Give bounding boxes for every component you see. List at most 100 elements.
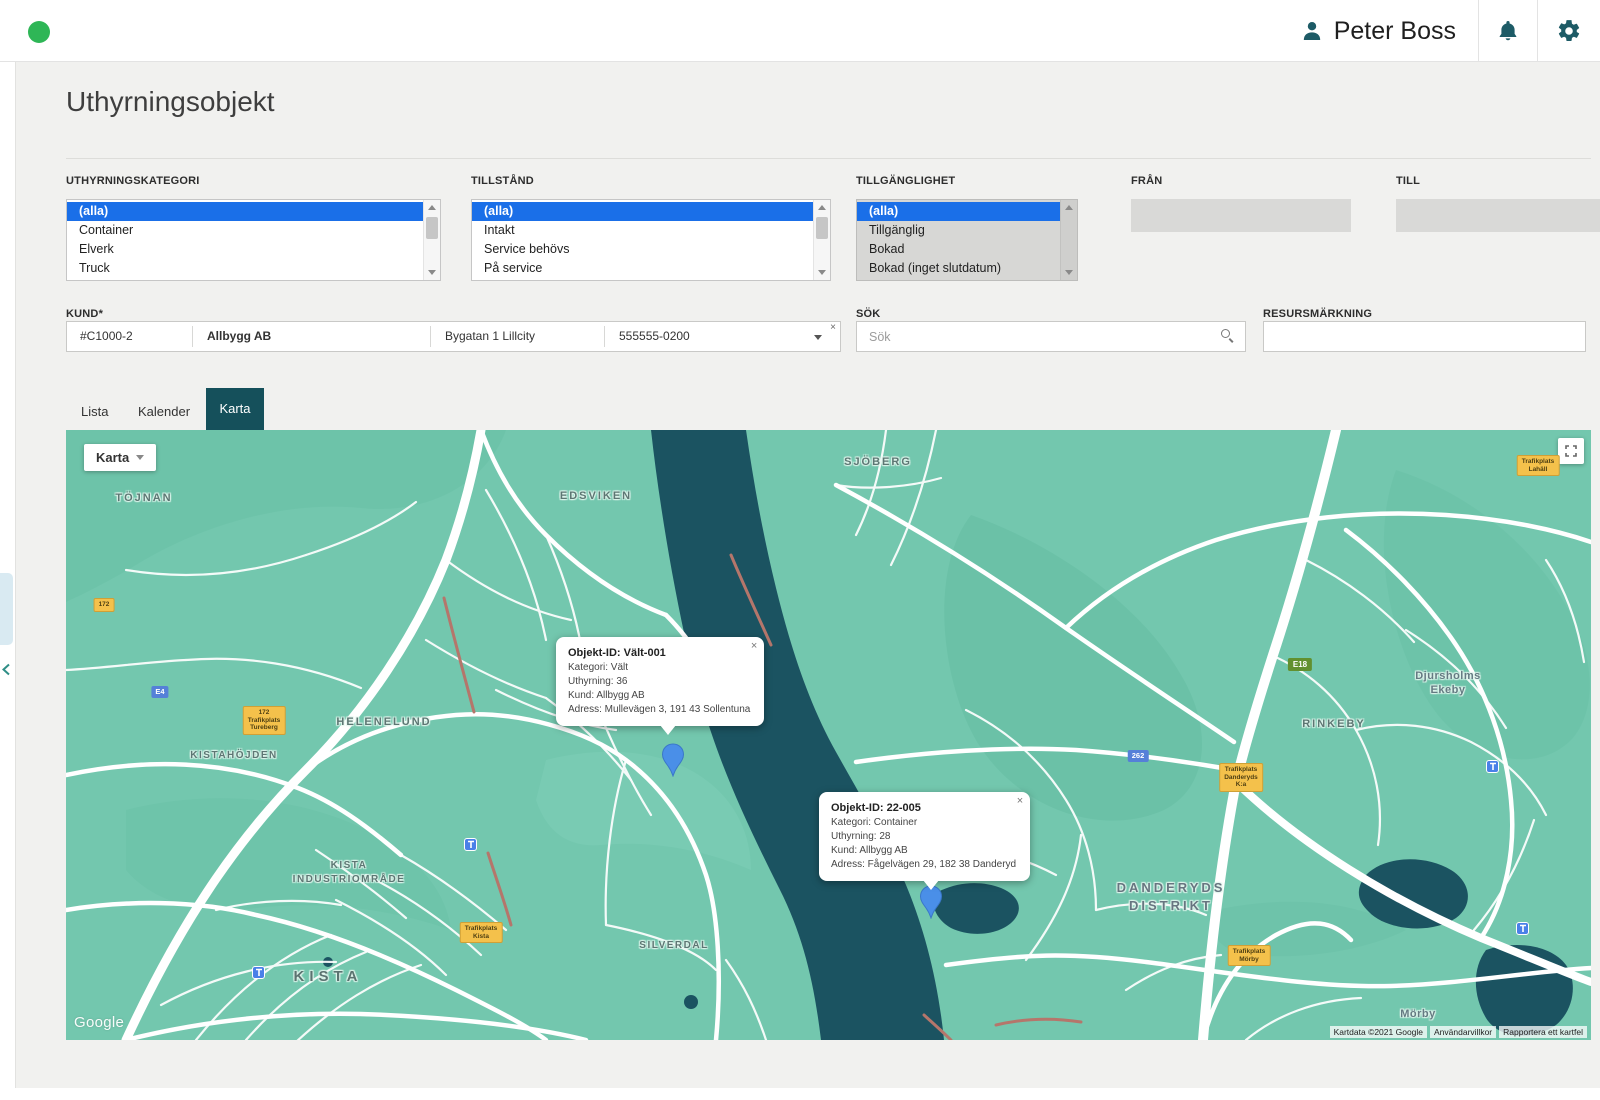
map-type-button[interactable]: Karta [84,444,157,471]
google-logo[interactable]: Google [74,1014,125,1031]
scroll-down-icon[interactable] [814,265,830,280]
search-label: SÖK [856,308,881,320]
scroll-up-icon[interactable] [424,200,440,215]
road-shield: 172 Trafikplats Tureberg [242,706,286,735]
option-intakt[interactable]: Intakt [484,223,515,237]
map-place-label: Mörby [1400,1008,1436,1020]
scroll-thumb[interactable] [816,217,828,239]
option-alla[interactable]: (alla) [472,202,813,221]
map-attribution: Kartdata ©2021 Google Användarvillkor Ra… [1329,1026,1587,1038]
main-panel: Uthyrningsobjekt UTHYRNINGSKATEGORI TILL… [15,62,1600,1088]
from-date-input[interactable] [1131,199,1351,232]
bell-icon [1499,21,1517,41]
category-listbox[interactable]: (alla) Container Elverk Truck [66,199,441,281]
road-shield: E18 [1287,658,1313,671]
gear-icon [1558,20,1580,41]
divider [430,326,431,347]
map-canvas[interactable]: Karta TÖJNAN EDSVIKEN SJÖBERG HELENELUND… [66,430,1591,1040]
chevron-down-icon[interactable] [814,335,822,340]
popup-title: Objekt-ID: Vält-001 [568,647,666,659]
option-truck[interactable]: Truck [79,261,110,275]
tab-karta[interactable]: Karta [206,388,264,430]
availability-listbox[interactable]: (alla) Tillgänglig Bokad Bokad (inget sl… [856,199,1078,281]
map-place-label: RINKEBY [1302,718,1366,730]
fullscreen-button[interactable] [1558,438,1584,464]
tab-lista[interactable]: Lista [81,404,109,419]
scroll-up-icon[interactable] [814,200,830,215]
option-service-behovs[interactable]: Service behövs [484,242,570,256]
popup-line: Uthyrning: 36 [568,676,628,687]
brand-logo[interactable] [28,21,50,43]
road-shield: E4 [151,686,169,698]
user-name: Peter Boss [1333,16,1456,45]
transit-station-icon[interactable] [1516,922,1529,935]
to-label: TILL [1396,175,1421,187]
road-shield: 262 [1127,750,1149,762]
map-base-layer [66,430,1591,1040]
popup-line: Adress: Mullevägen 3, 191 43 Sollentuna [568,704,751,715]
map-place-label: EDSVIKEN [559,490,633,502]
scroll-down-icon[interactable] [424,265,440,280]
to-date-input[interactable] [1396,199,1600,232]
map-marker-valt-001[interactable] [661,743,685,782]
attribution-report-link[interactable]: Rapportera ett kartfel [1499,1026,1587,1038]
option-tillganglig[interactable]: Tillgänglig [869,223,925,237]
search-field-wrap [856,321,1246,352]
scroll-down-icon[interactable] [1061,265,1077,280]
search-icon[interactable] [1221,329,1235,343]
customer-phone: 555555-0200 [619,329,690,343]
customer-field[interactable]: #C1000-2 Allbygg AB Bygatan 1 Lillcity 5… [66,321,841,352]
scrollbar[interactable] [813,200,830,280]
resource-marking-input[interactable] [1263,321,1586,352]
scrollbar[interactable] [423,200,440,280]
option-bokad-inget-slutdatum[interactable]: Bokad (inget slutdatum) [869,261,1002,275]
availability-label: TILLGÄNGLIGHET [856,175,956,187]
scroll-up-icon[interactable] [1061,200,1077,215]
option-bokad[interactable]: Bokad [869,242,905,256]
divider [1478,0,1479,62]
road-shield: Trafikplats Danderyds K:a [1219,763,1263,792]
scrollbar[interactable] [1060,200,1077,280]
map-place-label: Djursholms [1415,670,1481,682]
search-input[interactable] [856,321,1246,352]
user-menu[interactable]: Peter Boss [1278,0,1478,62]
top-bar: Peter Boss [0,0,1600,62]
option-alla[interactable]: (alla) [857,202,1060,221]
condition-listbox[interactable]: (alla) Intakt Service behövs På service [471,199,831,281]
attribution-copyright: Kartdata ©2021 Google [1329,1026,1428,1038]
divider [66,158,1591,159]
scroll-thumb[interactable] [426,217,438,239]
customer-number: #C1000-2 [80,329,133,343]
option-elverk[interactable]: Elverk [79,242,114,256]
background-card [0,573,13,645]
page-title: Uthyrningsobjekt [66,86,275,117]
map-place-label: KISTA [293,968,363,985]
transit-station-icon[interactable] [464,838,477,851]
map-marker-22-005[interactable] [919,885,943,924]
chevron-down-icon [136,455,145,460]
clear-icon[interactable]: × [830,322,836,333]
map-place-label: SJÖBERG [844,456,912,468]
popup-pointer [660,725,676,735]
popup-line: Adress: Fågelvägen 29, 182 38 Danderyd [831,859,1017,870]
divider [604,326,605,347]
popup-pointer [923,880,939,890]
option-alla[interactable]: (alla) [67,202,423,221]
map-place-label: DISTRIKT [1129,898,1213,913]
attribution-terms-link[interactable]: Användarvillkor [1430,1026,1497,1038]
transit-station-icon[interactable] [252,966,265,979]
popup-line: Uthyrning: 28 [831,831,891,842]
option-container[interactable]: Container [79,223,134,237]
map-place-label: KISTA [330,860,368,871]
close-icon[interactable]: × [750,640,758,652]
tab-kalender[interactable]: Kalender [138,404,191,419]
road-shield: 172 [93,598,115,612]
user-icon [1303,22,1320,40]
map-info-window: × Objekt-ID: Vält-001 Kategori: Vält Uth… [556,637,765,735]
close-icon[interactable]: × [1016,795,1024,807]
notifications-button[interactable] [1479,0,1537,62]
transit-station-icon[interactable] [1486,760,1499,773]
option-pa-service[interactable]: På service [484,261,543,275]
settings-button[interactable] [1538,0,1600,62]
map-type-label: Karta [96,450,130,465]
